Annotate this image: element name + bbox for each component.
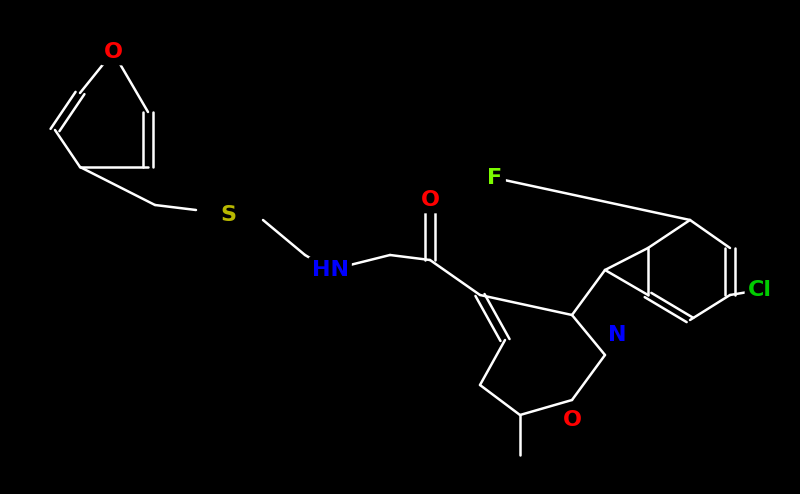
Text: S: S: [220, 205, 236, 225]
Text: N: N: [608, 325, 626, 345]
Text: Cl: Cl: [748, 280, 772, 300]
Text: HN: HN: [311, 260, 349, 280]
Text: O: O: [421, 190, 439, 210]
Text: F: F: [487, 168, 502, 188]
Text: O: O: [562, 410, 582, 430]
Text: O: O: [103, 42, 122, 62]
